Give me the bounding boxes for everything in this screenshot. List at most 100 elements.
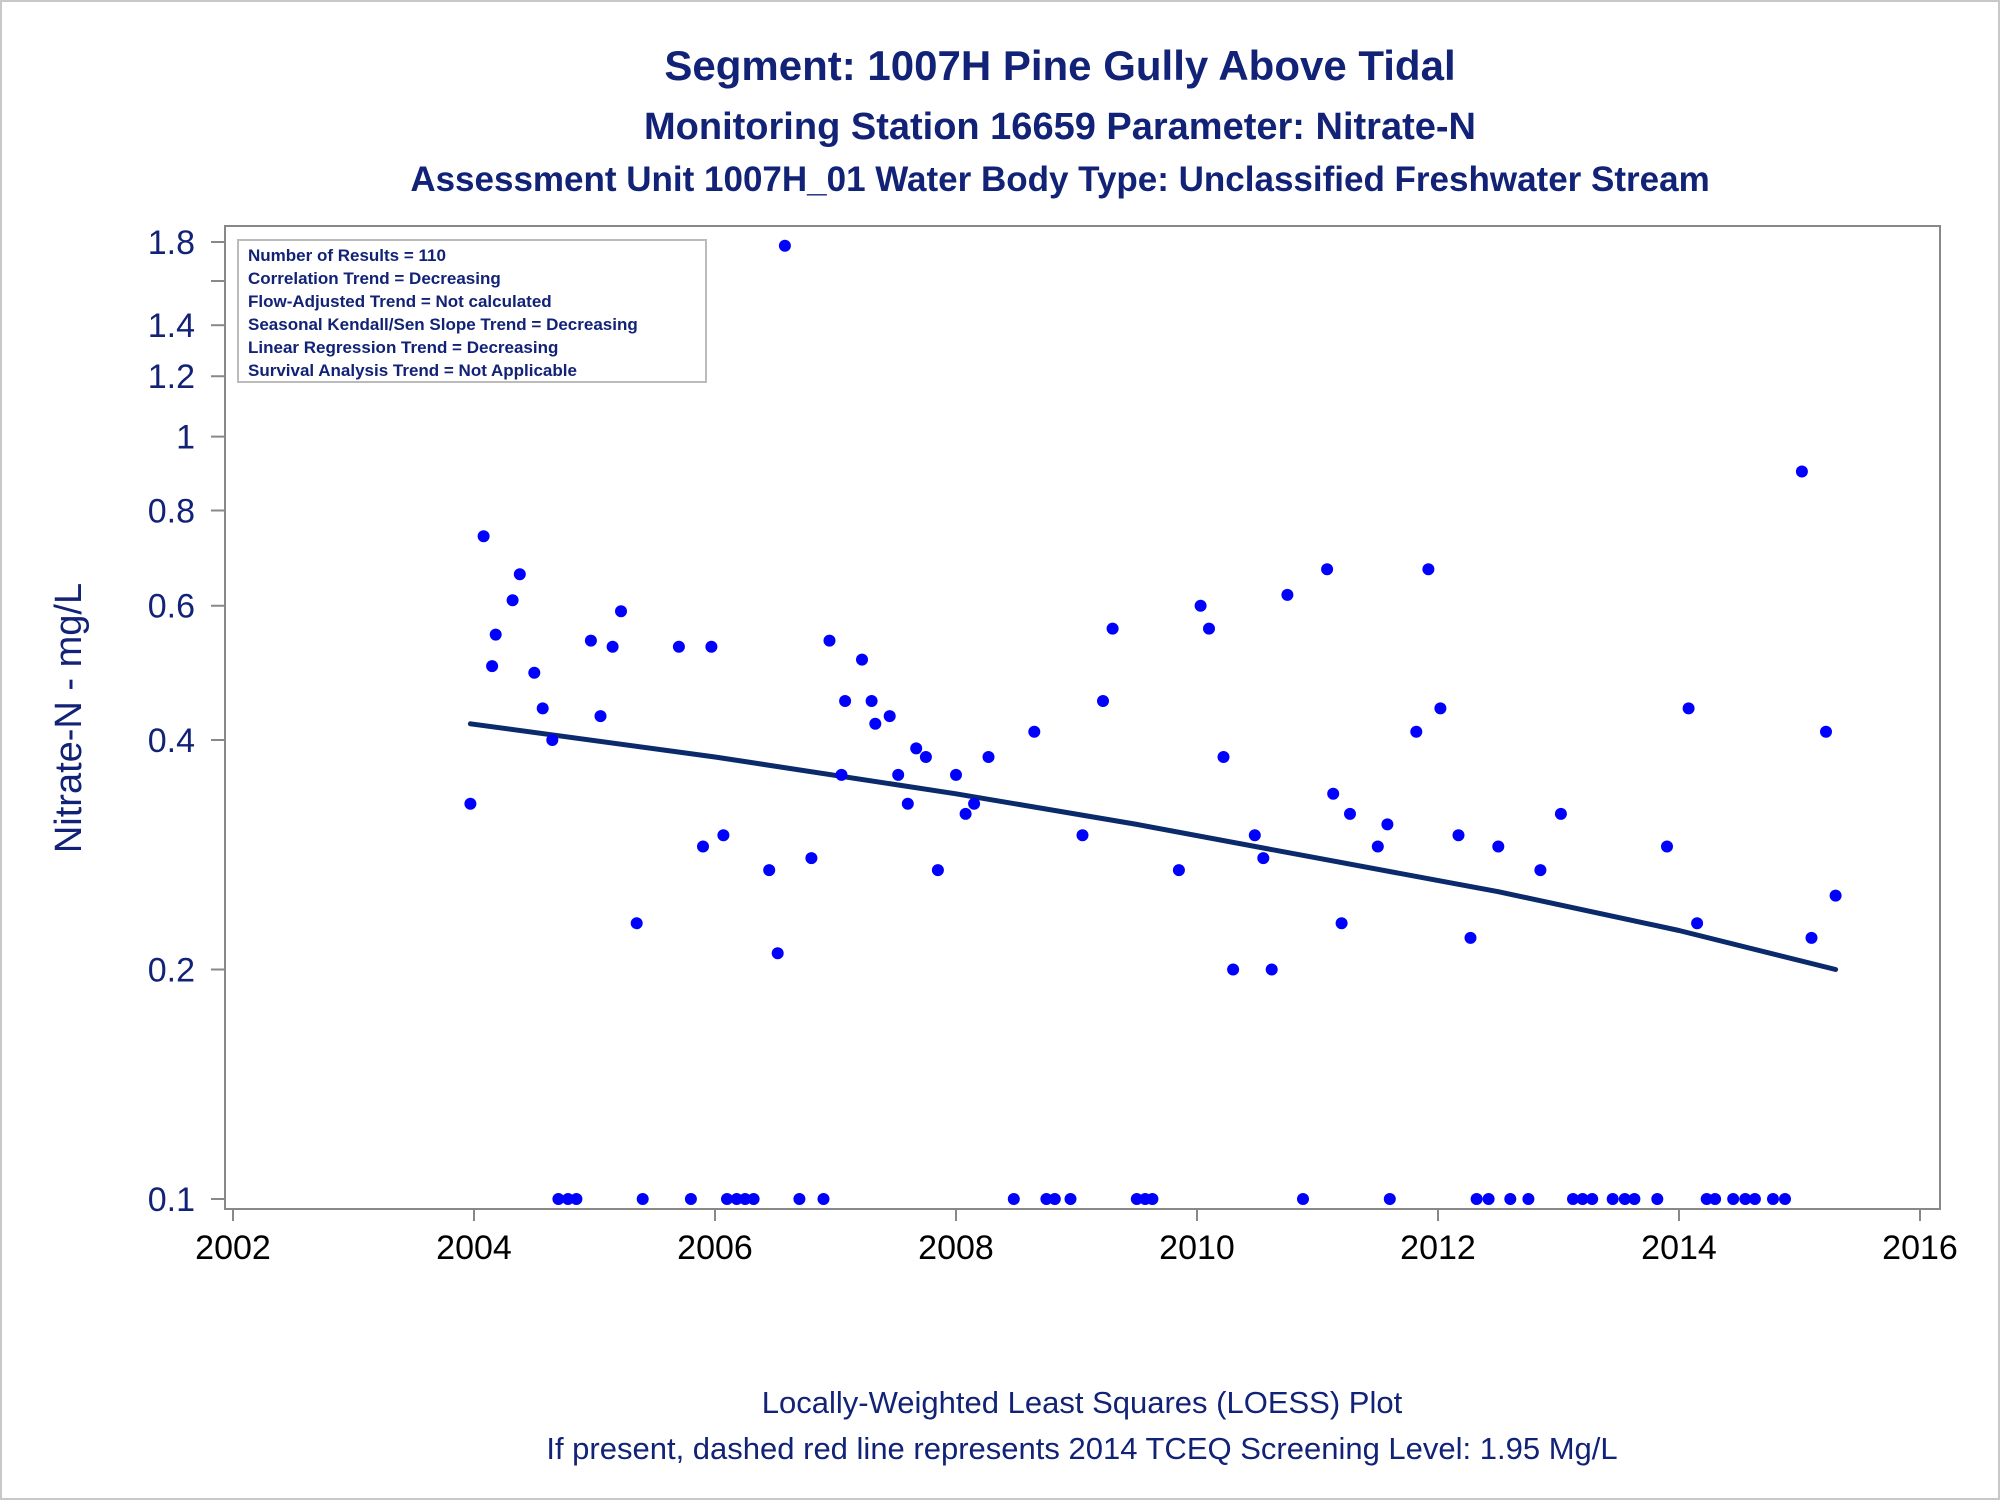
data-point bbox=[1567, 1193, 1579, 1205]
data-point bbox=[865, 695, 878, 707]
x-tick-label: 2008 bbox=[918, 1229, 994, 1267]
data-point bbox=[1618, 1193, 1631, 1205]
data-point bbox=[1628, 1193, 1641, 1205]
loess-trend-line bbox=[467, 721, 1839, 972]
y-tick-label: 1.8 bbox=[148, 224, 195, 262]
data-point bbox=[901, 797, 914, 810]
data-point bbox=[1146, 1193, 1159, 1205]
data-point bbox=[464, 797, 477, 810]
data-point bbox=[528, 666, 541, 679]
data-point bbox=[1335, 917, 1348, 930]
data-point bbox=[1534, 864, 1547, 877]
data-point bbox=[1297, 1193, 1309, 1205]
data-point bbox=[739, 1193, 752, 1205]
y-tick-label: 1 bbox=[176, 419, 195, 457]
data-point bbox=[835, 768, 848, 781]
data-point bbox=[1829, 889, 1842, 902]
data-point bbox=[869, 717, 882, 730]
x-tick-label: 2014 bbox=[1641, 1229, 1717, 1267]
data-point bbox=[1007, 1193, 1020, 1205]
plot-area-frame bbox=[224, 225, 1941, 1210]
data-point bbox=[793, 1193, 806, 1205]
stats-line: Flow-Adjusted Trend = Not calculated bbox=[248, 292, 552, 311]
data-point bbox=[705, 640, 718, 653]
data-point bbox=[1040, 1193, 1053, 1205]
data-point bbox=[1464, 931, 1477, 944]
data-point bbox=[747, 1193, 760, 1205]
x-tick-label: 2002 bbox=[195, 1229, 271, 1267]
data-point bbox=[1795, 465, 1808, 478]
data-point bbox=[919, 751, 932, 763]
data-point bbox=[982, 751, 995, 763]
data-point bbox=[883, 710, 896, 723]
data-point bbox=[1661, 840, 1673, 853]
data-point bbox=[1691, 917, 1704, 930]
stats-line: Seasonal Kendall/Sen Slope Trend = Decre… bbox=[248, 315, 638, 334]
data-point bbox=[1651, 1193, 1664, 1205]
data-point bbox=[562, 1193, 574, 1205]
data-point bbox=[536, 702, 549, 715]
data-point bbox=[1097, 695, 1109, 707]
x-tick-label: 2004 bbox=[436, 1229, 512, 1267]
y-tick-label: 1.4 bbox=[148, 307, 195, 345]
y-tick-label: 1.2 bbox=[148, 358, 195, 396]
footnote-line-2: If present, dashed red line represents 2… bbox=[546, 1431, 1617, 1466]
data-point bbox=[1344, 807, 1356, 820]
data-point bbox=[615, 605, 627, 618]
data-point bbox=[477, 530, 490, 543]
data-point bbox=[1504, 1193, 1517, 1205]
data-point bbox=[1586, 1193, 1599, 1205]
y-axis-label: Nitrate-N - mg/L bbox=[48, 583, 90, 853]
data-point bbox=[823, 634, 836, 647]
data-point bbox=[1767, 1193, 1779, 1205]
data-point bbox=[513, 568, 526, 581]
data-point bbox=[570, 1193, 583, 1205]
data-point bbox=[1470, 1193, 1483, 1205]
data-point bbox=[1048, 1193, 1061, 1205]
data-point bbox=[910, 742, 923, 755]
data-point bbox=[1371, 840, 1384, 853]
data-point bbox=[1482, 1193, 1495, 1205]
data-point bbox=[931, 864, 944, 877]
data-point bbox=[584, 634, 597, 647]
data-point bbox=[506, 594, 519, 607]
data-point bbox=[950, 768, 962, 781]
x-tick-label: 2006 bbox=[677, 1229, 753, 1267]
stats-line: Survival Analysis Trend = Not Applicable bbox=[248, 361, 577, 380]
y-tick-label: 0.8 bbox=[148, 492, 195, 530]
data-point bbox=[1739, 1193, 1752, 1205]
x-tick-label: 2010 bbox=[1159, 1229, 1235, 1267]
data-point bbox=[1820, 725, 1832, 738]
data-point bbox=[1576, 1193, 1589, 1205]
data-point bbox=[546, 734, 559, 746]
data-point bbox=[1327, 787, 1340, 800]
data-point bbox=[489, 628, 502, 641]
data-point bbox=[1422, 563, 1435, 576]
data-point bbox=[1076, 829, 1089, 842]
stats-line: Correlation Trend = Decreasing bbox=[248, 269, 501, 288]
data-point bbox=[1522, 1193, 1535, 1205]
data-point bbox=[1381, 818, 1394, 831]
y-tick-label: 0.1 bbox=[148, 1181, 195, 1219]
data-point bbox=[684, 1193, 697, 1205]
data-point bbox=[1265, 963, 1278, 976]
x-tick-label: 2016 bbox=[1882, 1229, 1958, 1267]
data-point bbox=[763, 864, 776, 877]
data-point bbox=[1700, 1193, 1713, 1205]
data-point bbox=[856, 653, 868, 666]
data-point bbox=[892, 768, 905, 781]
chart-subtitle-2: Assessment Unit 1007H_01 Water Body Type… bbox=[410, 160, 1709, 199]
y-tick-label: 0.2 bbox=[148, 951, 195, 989]
data-marks bbox=[464, 239, 1842, 1205]
data-point bbox=[1217, 751, 1230, 763]
data-point bbox=[771, 947, 784, 960]
data-point bbox=[839, 695, 852, 707]
data-point bbox=[630, 917, 643, 930]
data-point bbox=[1321, 563, 1334, 576]
x-tick-label: 2012 bbox=[1400, 1229, 1476, 1267]
data-point bbox=[1709, 1193, 1722, 1205]
data-point bbox=[594, 710, 607, 723]
data-point bbox=[721, 1193, 733, 1205]
data-point bbox=[1452, 829, 1465, 842]
